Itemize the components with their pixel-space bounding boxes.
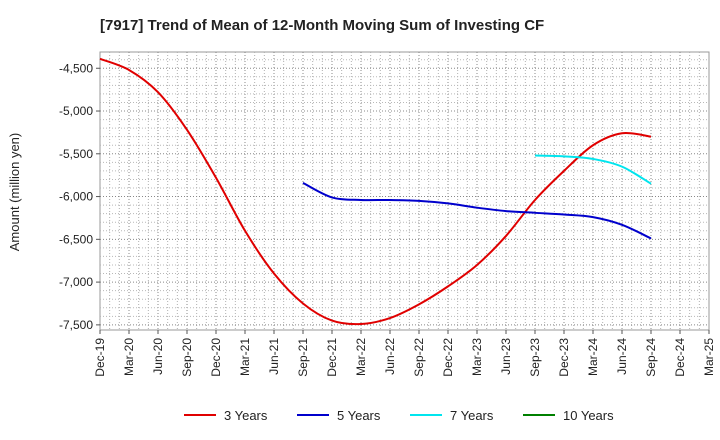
x-tick-label: Jun-22 xyxy=(383,338,397,375)
legend: 3 Years 5 Years 7 Years 10 Years xyxy=(184,408,614,423)
y-tick-label: -7,000 xyxy=(59,275,93,289)
x-tick-label: Dec-24 xyxy=(673,338,687,377)
x-tick-label: Mar-23 xyxy=(470,338,484,376)
x-tick-label: Dec-19 xyxy=(93,338,107,377)
legend-label: 3 Years xyxy=(224,408,268,423)
x-tick-label: Mar-25 xyxy=(702,338,716,376)
x-tick-label: Jun-20 xyxy=(151,338,165,375)
x-tick-label: Mar-21 xyxy=(238,338,252,376)
y-axis-ticks: -4,500 -5,000 -5,500 -6,000 -6,500 -7,000 -7,5… xyxy=(59,61,100,332)
y-tick-label: -7,500 xyxy=(59,318,93,332)
series-line-5-years xyxy=(302,181,652,240)
x-tick-label: Jun-21 xyxy=(267,338,281,375)
x-tick-label: Sep-21 xyxy=(296,338,310,377)
y-tick-label: -6,000 xyxy=(59,190,93,204)
x-tick-label: Dec-21 xyxy=(325,338,339,377)
y-tick-label: -5,000 xyxy=(59,104,93,118)
grid xyxy=(100,52,709,330)
x-tick-label: Dec-23 xyxy=(557,338,571,377)
x-tick-label: Sep-20 xyxy=(180,338,194,377)
series-lines xyxy=(99,57,652,326)
x-tick-label: Mar-20 xyxy=(122,338,136,376)
plot-area xyxy=(99,51,710,331)
x-tick-label: Jun-23 xyxy=(499,338,513,375)
x-tick-label: Dec-22 xyxy=(441,338,455,377)
y-axis-label: Amount (million yen) xyxy=(7,133,22,252)
legend-label: 10 Years xyxy=(563,408,614,423)
legend-label: 7 Years xyxy=(450,408,494,423)
x-tick-label: Dec-20 xyxy=(209,338,223,377)
x-tick-label: Mar-22 xyxy=(354,338,368,376)
y-tick-label: -4,500 xyxy=(59,61,93,75)
x-tick-label: Sep-22 xyxy=(412,338,426,377)
x-tick-label: Jun-24 xyxy=(615,338,629,375)
x-tick-label: Sep-23 xyxy=(528,338,542,377)
chart-title: [7917] Trend of Mean of 12-Month Moving … xyxy=(100,17,544,34)
series-line-3-years xyxy=(99,57,652,326)
x-axis-ticks: Dec-19 Mar-20 Jun-20 Sep-20 Dec-20 Mar-21 Jun-… xyxy=(93,330,716,377)
x-tick-label: Sep-24 xyxy=(644,338,658,377)
legend-label: 5 Years xyxy=(337,408,381,423)
y-tick-label: -5,500 xyxy=(59,147,93,161)
x-tick-label: Mar-24 xyxy=(586,338,600,376)
y-tick-label: -6,500 xyxy=(59,232,93,246)
series-line-7-years xyxy=(534,154,652,185)
